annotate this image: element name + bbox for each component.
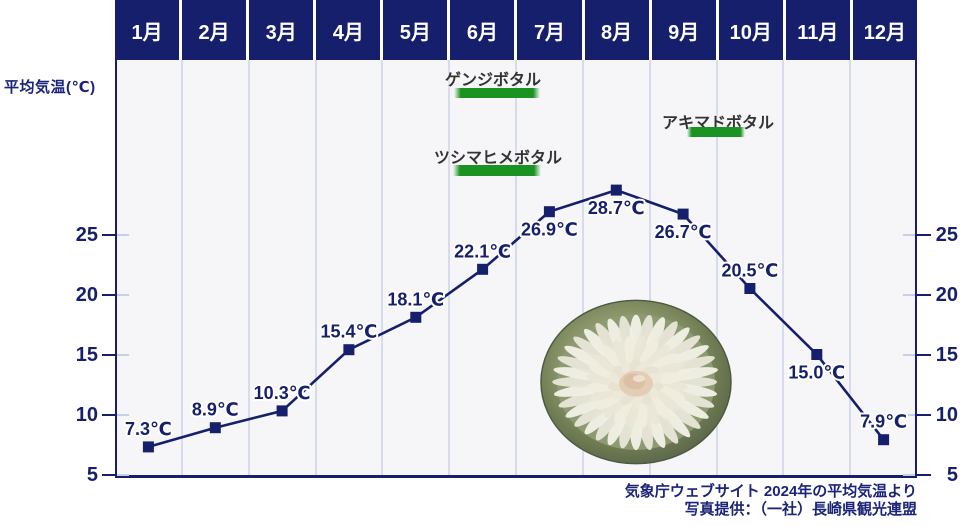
gridline (849, 60, 852, 475)
y-tick-label-left: 15 (75, 343, 98, 366)
month-header-cell: 7月 (517, 0, 582, 60)
gridline (381, 60, 384, 475)
tick-left-inner (117, 233, 129, 236)
tick-right-inner (903, 473, 915, 476)
month-header-cell: 9月 (651, 0, 716, 60)
tick-left-inner (117, 353, 129, 356)
tick-left-inner (117, 473, 129, 476)
tick-left (102, 233, 115, 236)
source-credits: 気象庁ウェブサイト 2024年の平均気温より 写真提供：（一社）長崎県観光連盟 (625, 483, 917, 519)
y-axis-title: 平均気温(℃) (4, 79, 96, 96)
annotation-genji-botaru: ゲンジボタル (433, 66, 553, 90)
gridline (782, 60, 785, 475)
y-tick-label-right: 20 (935, 283, 958, 306)
month-header-cell: 1月 (115, 0, 180, 60)
tick-right (917, 473, 931, 476)
annotation-tsushima-hime-botaru: ツシマヒメボタル (428, 144, 568, 168)
y-tick-label-right: 15 (935, 343, 958, 366)
gridline (180, 60, 183, 475)
gridline (448, 60, 451, 475)
tick-right (917, 233, 931, 236)
gridline (515, 60, 517, 475)
month-header-cell: 10月 (718, 0, 783, 60)
month-header-cell: 8月 (584, 0, 649, 60)
data-source-text: 気象庁ウェブサイト 2024年の平均気温より (624, 483, 917, 500)
tick-right (917, 293, 931, 296)
gridline (247, 60, 250, 475)
y-tick-label-right: 5 (946, 463, 958, 486)
tick-left (102, 293, 115, 296)
annotation-label: ツシマヒメボタル (433, 150, 562, 167)
y-tick-label-left: 10 (75, 403, 98, 426)
tick-right (917, 353, 931, 356)
month-header: 1月 2月 3月 4月 5月 6月 7月 8月 9月 10月 11月 12月 (115, 0, 917, 60)
y-tick-label-left: 5 (86, 463, 98, 486)
month-header-cell: 6月 (450, 0, 515, 60)
tick-left (102, 473, 115, 476)
month-header-cell: 4月 (316, 0, 381, 60)
photo-credit-text: 写真提供：（一社）長崎県観光連盟 (684, 501, 917, 518)
tick-left (102, 353, 115, 356)
gridline (648, 60, 651, 475)
tick-left-inner (117, 293, 129, 296)
tick-right-inner (903, 413, 915, 416)
y-tick-label-left: 25 (75, 223, 98, 246)
season-bar-genji (454, 88, 540, 98)
season-bar-tsushima (453, 165, 541, 176)
tick-right-inner (903, 233, 915, 236)
month-header-cell: 11月 (785, 0, 850, 60)
tick-right (917, 413, 931, 416)
y-tick-label-left: 20 (75, 283, 98, 306)
y-tick-label-right: 10 (935, 403, 958, 426)
month-header-cell: 2月 (182, 0, 247, 60)
annotation-label: ゲンジボタル (444, 72, 541, 89)
y-tick-label-right: 25 (935, 223, 958, 246)
month-header-cell: 5月 (383, 0, 448, 60)
month-header-cell: 3月 (249, 0, 314, 60)
month-header-cell: 12月 (852, 0, 917, 60)
tick-right-inner (903, 353, 915, 356)
tick-right-inner (903, 293, 915, 296)
tick-left (102, 413, 115, 416)
gridline (314, 60, 317, 475)
season-bar-akimado (687, 127, 745, 137)
gridline (581, 60, 584, 475)
tick-left-inner (117, 413, 129, 416)
